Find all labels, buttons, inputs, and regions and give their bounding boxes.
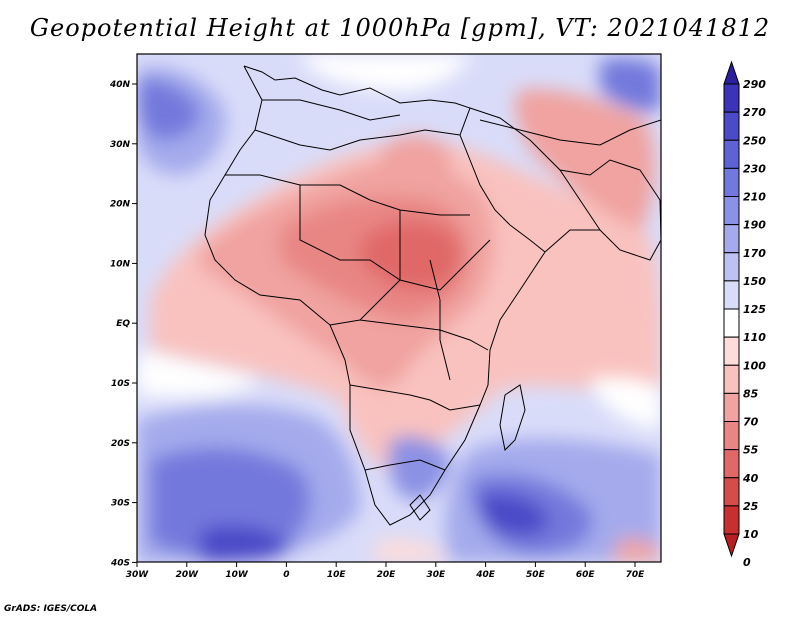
colorbar-label: 170 [743, 247, 766, 260]
colorbar-box [723, 421, 740, 451]
lat-tick-label: 40N [109, 80, 131, 90]
colorbar-label: 100 [743, 359, 766, 372]
colorbar-box [723, 308, 740, 338]
grads-credit: GrADS: IGES/COLA [4, 604, 98, 614]
colorbar-label: 190 [743, 219, 766, 232]
lat-tick-label: 20N [110, 200, 131, 210]
colorbar-label: 10 [743, 528, 759, 541]
colorbar-label: 110 [743, 331, 766, 344]
coastlines [204, 65, 661, 526]
colorbar-label: 70 [743, 416, 759, 429]
colorbar-label: 125 [743, 303, 766, 316]
colorbar-box [723, 196, 740, 226]
colorbar-box [723, 280, 740, 310]
colorbar-label: 230 [743, 162, 766, 175]
lat-tick-label: EQ [116, 319, 130, 329]
colorbar-label: 210 [743, 191, 766, 204]
colorbar-label: 270 [743, 106, 766, 119]
lat-tick-label: 40S [110, 558, 130, 568]
lon-tick-label: 20E [377, 570, 397, 580]
colorbar-box [723, 252, 740, 282]
lon-tick-label: 10E [327, 570, 347, 580]
lon-tick-label: 60E [576, 570, 596, 580]
colorbar-top-arrow [723, 60, 740, 85]
colorbar-box [723, 449, 740, 479]
lat-tick-label: 30N [110, 140, 131, 150]
map-frame [136, 53, 662, 563]
colorbar-label: 55 [743, 444, 759, 457]
colorbar-box [723, 364, 740, 394]
lat-tick-label: 10N [110, 259, 131, 269]
colorbar-box [723, 336, 740, 366]
lon-tick-label: 50E [526, 570, 546, 580]
colorbar-label: 85 [743, 387, 759, 400]
lon-tick-label: 40E [475, 570, 496, 580]
colorbar-box [723, 167, 740, 197]
lat-tick-label: 20S [111, 439, 130, 449]
colorbar-label: 290 [743, 78, 766, 91]
colorbar-box [723, 392, 740, 422]
latitude-axis: 40N 30N 20N 10N EQ 10S 20S 30S 40S [109, 80, 137, 568]
colorbar-label: 250 [743, 134, 766, 147]
lon-tick-label: 20W [176, 570, 200, 580]
lon-tick-label: 0 [283, 570, 289, 580]
colorbar-box [723, 111, 740, 141]
lon-tick-label: 10W [225, 570, 249, 580]
colorbar-bottom-arrow [723, 533, 740, 558]
lon-tick-label: 70E [626, 570, 646, 580]
longitude-axis: 30W 20W 10W 0 10E 20E 30E 40E 50E 60E 70E [126, 562, 645, 580]
colorbar-label: 25 [743, 500, 759, 513]
geopotential-field [137, 54, 661, 562]
colorbar-label: 40 [742, 472, 759, 485]
colorbar-label: 0 [743, 556, 751, 569]
lon-tick-label: 30W [126, 570, 150, 580]
colorbar-label: 150 [743, 275, 766, 288]
colorbar-box [723, 505, 740, 535]
colorbar-box [723, 139, 740, 169]
lon-tick-label: 30E [426, 570, 446, 580]
lat-tick-label: 30S [111, 499, 130, 509]
lat-tick-label: 10S [111, 379, 130, 389]
map-title: Geopotential Height at 1000hPa [gpm], VT… [29, 14, 771, 42]
colorbar-box [723, 477, 740, 507]
colorbar: 2902702502302101901701501251101008570554… [723, 60, 766, 569]
colorbar-box [723, 83, 740, 113]
colorbar-box [723, 224, 740, 254]
